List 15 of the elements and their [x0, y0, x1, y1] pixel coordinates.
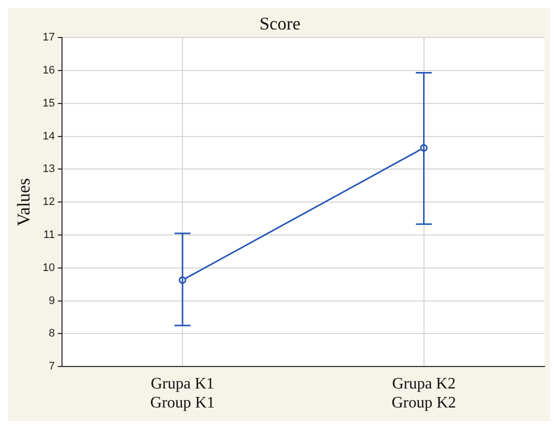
x-tick-label: Grupa K1 Group K1	[150, 375, 215, 412]
chart-title: Score	[260, 14, 300, 34]
y-tick-label: 17	[42, 32, 55, 44]
x-tick-label: Grupa K2 Group K2	[392, 375, 456, 412]
y-tick-label: 14	[42, 130, 55, 142]
y-tick-label: 10	[42, 262, 55, 274]
y-tick-label: 15	[42, 97, 55, 110]
y-tick-label: 7	[48, 360, 55, 373]
y-tick-label: 13	[42, 163, 55, 176]
y-tick-label: 9	[48, 294, 55, 307]
y-tick-label: 8	[48, 328, 55, 340]
y-axis-title: Values	[14, 178, 34, 226]
y-tick-label: 12	[42, 196, 55, 208]
y-tick-label: 16	[42, 64, 55, 77]
y-tick-label: 11	[43, 229, 55, 242]
